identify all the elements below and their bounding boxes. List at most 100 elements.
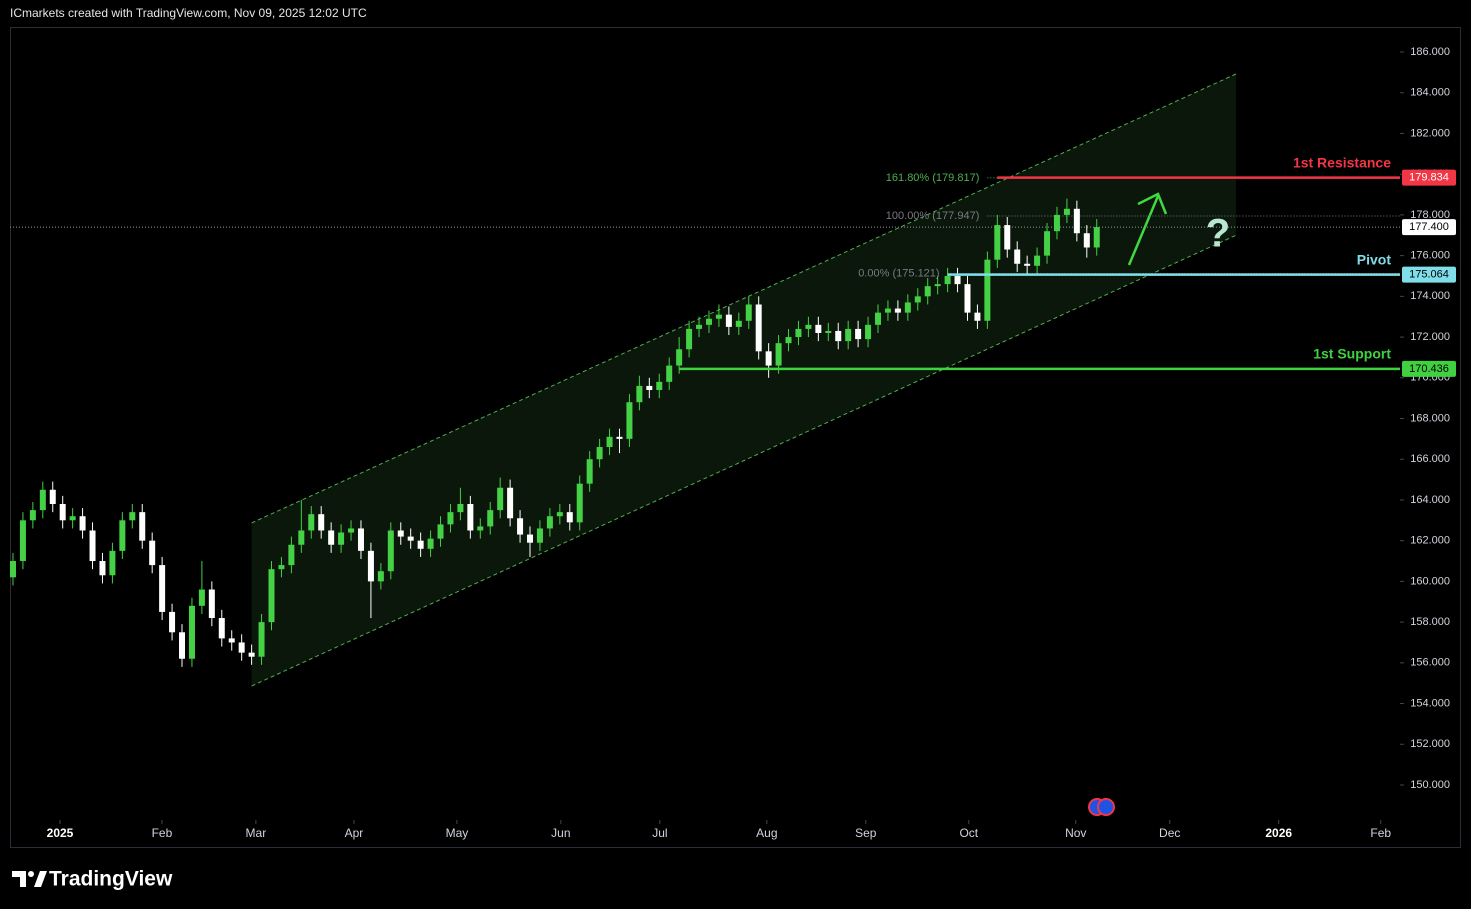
candle-body bbox=[835, 330, 842, 342]
candle-body bbox=[884, 308, 891, 313]
candle-body bbox=[676, 349, 683, 366]
candle-body bbox=[238, 642, 245, 653]
candle-body bbox=[745, 304, 752, 321]
y-tick-label: 182.000 bbox=[1410, 127, 1450, 139]
candle-body bbox=[19, 520, 26, 562]
candle-body bbox=[825, 330, 832, 333]
candle-body bbox=[109, 550, 116, 576]
candle-body bbox=[924, 286, 931, 297]
candle-body bbox=[586, 459, 593, 484]
candle-body bbox=[427, 538, 434, 549]
candle-body bbox=[576, 483, 583, 523]
arrow-head bbox=[1137, 192, 1168, 215]
candle-body bbox=[79, 516, 86, 531]
y-tick-label: 166.000 bbox=[1410, 453, 1450, 465]
candle-body bbox=[527, 534, 534, 543]
candle-body bbox=[338, 532, 345, 545]
y-tick-label: 156.000 bbox=[1410, 657, 1450, 669]
candle-body bbox=[278, 565, 285, 570]
channel-line bbox=[251, 234, 1237, 687]
candle-body bbox=[954, 275, 961, 285]
candle-body bbox=[487, 510, 494, 527]
candle-body bbox=[377, 571, 384, 582]
candle-body bbox=[646, 385, 653, 390]
x-tick-label: Feb bbox=[152, 826, 173, 840]
candle-body bbox=[357, 528, 364, 551]
candle-body bbox=[129, 512, 136, 521]
x-tick-label: May bbox=[446, 826, 469, 840]
candle-body bbox=[1004, 225, 1011, 250]
candle-body bbox=[775, 343, 782, 366]
level-name: 1st Support bbox=[1313, 346, 1391, 362]
candle-body bbox=[984, 259, 991, 321]
event-icon[interactable] bbox=[1097, 798, 1115, 816]
candle-body bbox=[517, 518, 524, 535]
y-tick-label: 160.000 bbox=[1410, 575, 1450, 587]
logo-dot bbox=[28, 871, 34, 877]
candle-body bbox=[934, 284, 941, 287]
y-tick-label: 184.000 bbox=[1410, 87, 1450, 99]
candle-body bbox=[855, 328, 862, 340]
x-tick-label: 2026 bbox=[1265, 826, 1292, 840]
brand: TradingView bbox=[49, 868, 173, 891]
candle-body bbox=[556, 512, 563, 517]
candle-body bbox=[546, 516, 553, 529]
candle-body bbox=[367, 550, 374, 582]
candle-body bbox=[964, 284, 971, 313]
candle-body bbox=[477, 526, 484, 531]
candle-body bbox=[566, 512, 573, 523]
y-tick-label: 154.000 bbox=[1410, 697, 1450, 709]
candle-body bbox=[974, 312, 981, 321]
candle-body bbox=[875, 312, 882, 325]
level-tag bbox=[1402, 169, 1456, 186]
candle-body bbox=[298, 530, 305, 545]
candle-body bbox=[49, 489, 56, 505]
candle-body bbox=[725, 314, 732, 327]
candle-body bbox=[636, 385, 643, 403]
candle-body bbox=[268, 569, 275, 623]
candle-body bbox=[696, 324, 703, 329]
y-tick-label: 174.000 bbox=[1410, 290, 1450, 302]
candle-body bbox=[387, 530, 394, 572]
candle-body bbox=[159, 565, 166, 612]
level-name: 1st Resistance bbox=[1293, 154, 1391, 170]
level-tag bbox=[1402, 266, 1456, 283]
candle-body bbox=[417, 540, 424, 549]
x-tick-label: Apr bbox=[345, 826, 364, 840]
candle-body bbox=[686, 328, 693, 350]
candle-body bbox=[397, 530, 404, 537]
candle-body bbox=[288, 544, 295, 566]
candle-body bbox=[228, 638, 235, 643]
candle-body bbox=[735, 320, 742, 327]
candle-body bbox=[1053, 214, 1060, 232]
candle-body bbox=[666, 365, 673, 382]
candle-body bbox=[59, 504, 66, 521]
y-tick-label: 164.000 bbox=[1410, 494, 1450, 506]
candle-body bbox=[865, 324, 872, 340]
candle-body bbox=[179, 632, 186, 659]
candle-body bbox=[805, 324, 812, 329]
candle-body bbox=[845, 328, 852, 342]
last-price-tag bbox=[1402, 219, 1456, 236]
candle-body bbox=[308, 514, 315, 531]
candle-body bbox=[188, 605, 195, 659]
candle-body bbox=[1044, 231, 1051, 256]
candle-body bbox=[715, 314, 722, 319]
y-tick-label: 150.000 bbox=[1410, 779, 1450, 791]
y-tick-label: 178.000 bbox=[1410, 209, 1450, 221]
fib-label: 161.80% (179.817) bbox=[886, 172, 980, 184]
candle-body bbox=[208, 589, 215, 619]
candle-body bbox=[99, 561, 106, 576]
x-tick-label: Mar bbox=[246, 826, 267, 840]
candle-body bbox=[198, 589, 205, 606]
candle-body bbox=[457, 504, 464, 513]
candle-body bbox=[467, 504, 474, 531]
candle-body bbox=[606, 436, 613, 448]
level-tag-label: 179.834 bbox=[1409, 171, 1449, 183]
y-tick-label: 176.000 bbox=[1410, 250, 1450, 262]
y-tick-label: 158.000 bbox=[1410, 616, 1450, 628]
candle-body bbox=[1073, 208, 1080, 234]
candle-body bbox=[89, 530, 96, 562]
candle-body bbox=[149, 540, 156, 566]
